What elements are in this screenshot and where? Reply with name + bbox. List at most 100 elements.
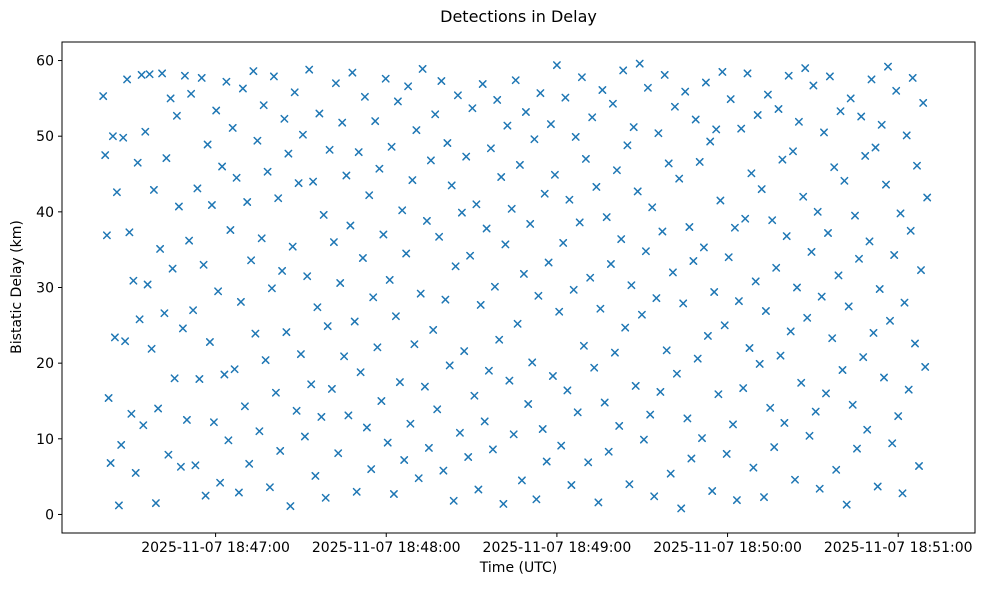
scatter-marker: [596, 304, 605, 313]
scatter-marker: [853, 444, 861, 453]
scatter-marker: [414, 474, 423, 483]
scatter-marker: [119, 133, 128, 142]
scatter-marker: [606, 260, 615, 268]
scatter-marker: [201, 491, 210, 500]
scatter-marker: [815, 484, 824, 493]
scatter-marker: [714, 390, 723, 399]
scatter-marker: [472, 200, 481, 209]
scatter-marker: [559, 238, 568, 247]
scatter-marker: [199, 260, 208, 269]
scatter-marker: [292, 406, 301, 415]
scatter-marker: [255, 427, 264, 436]
scatter-marker: [300, 432, 309, 441]
scatter-marker: [400, 456, 409, 464]
scatter-marker: [633, 187, 642, 196]
scatter-marker: [455, 428, 464, 437]
scatter-marker: [900, 298, 909, 307]
scatter-marker: [474, 485, 483, 494]
scatter-marker: [546, 120, 555, 129]
scatter-marker: [805, 431, 814, 440]
scatter-marker: [482, 224, 491, 233]
scatter-marker: [538, 425, 547, 433]
scatter-marker: [321, 493, 330, 502]
scatter-marker: [420, 382, 429, 391]
scatter-marker: [693, 354, 702, 363]
scatter-marker: [894, 412, 903, 421]
scatter-marker: [313, 303, 322, 312]
scatter-marker: [875, 285, 884, 293]
scatter-marker: [358, 254, 367, 262]
scatter-marker: [865, 237, 874, 246]
scatter-marker: [817, 292, 826, 301]
scatter-marker: [274, 194, 283, 203]
scatter-marker: [532, 495, 541, 504]
scatter-marker: [794, 117, 803, 126]
scatter-marker: [393, 97, 402, 106]
scatter-marker: [253, 136, 262, 145]
scatter-marker: [490, 282, 499, 291]
scatter-marker: [154, 404, 163, 413]
scatter-marker: [296, 350, 305, 359]
scatter-marker: [604, 447, 613, 456]
scatter-marker: [166, 94, 175, 103]
scatter-marker: [834, 271, 843, 280]
scatter-marker: [185, 236, 194, 245]
scatter-marker: [739, 384, 748, 393]
scatter-marker: [170, 374, 179, 383]
scatter-marker: [441, 295, 450, 304]
scatter-marker: [457, 208, 466, 217]
scatter-marker: [761, 307, 770, 315]
scatter-marker: [267, 284, 276, 293]
scatter-marker: [734, 297, 743, 306]
scatter-marker: [666, 469, 675, 478]
scatter-marker: [371, 117, 380, 126]
scatter-marker: [249, 67, 258, 76]
scatter-marker: [592, 182, 601, 191]
scatter-marker: [615, 421, 624, 430]
scatter-marker: [526, 219, 535, 228]
scatter-marker: [563, 386, 572, 395]
scatter-marker: [791, 475, 799, 484]
scatter-marker: [439, 466, 448, 475]
scatter-marker: [701, 78, 710, 87]
scatter-marker: [880, 373, 888, 382]
scatter-marker: [575, 218, 584, 227]
scatter-marker: [656, 387, 665, 396]
scatter-marker: [203, 140, 212, 149]
scatter-marker: [774, 105, 783, 113]
y-tick-label: 0: [45, 507, 54, 523]
scatter-marker: [226, 226, 235, 234]
scatter-marker: [435, 232, 444, 241]
scatter-marker: [917, 266, 925, 275]
scatter-marker: [263, 167, 272, 176]
scatter-marker: [284, 149, 293, 158]
scatter-marker: [497, 173, 506, 181]
scatter-marker: [745, 344, 754, 352]
scatter-marker: [478, 80, 487, 88]
scatter-marker: [257, 234, 266, 243]
scatter-marker: [617, 235, 626, 244]
scatter-marker: [689, 257, 698, 265]
scatter-marker: [503, 121, 512, 130]
scatter-marker: [625, 480, 634, 489]
scatter-marker: [294, 179, 303, 188]
scatter-marker: [859, 353, 868, 362]
scatter-marker: [443, 139, 452, 147]
scatter-marker: [555, 307, 564, 316]
scatter-marker: [648, 203, 657, 212]
scatter-marker: [747, 169, 756, 178]
x-tick-label: 2025-11-07 18:47:00: [141, 540, 290, 556]
scatter-marker: [517, 476, 526, 485]
scatter-marker: [820, 128, 828, 137]
scatter-marker: [793, 283, 801, 292]
scatter-marker: [429, 325, 438, 334]
scatter-marker: [331, 79, 340, 88]
scatter-marker: [145, 70, 154, 79]
scatter-marker: [710, 288, 719, 296]
scatter-marker: [668, 268, 677, 277]
scatter-marker: [882, 180, 890, 189]
chart-title: Detections in Delay: [440, 7, 597, 26]
scatter-marker: [755, 359, 764, 368]
scatter-marker: [838, 366, 847, 374]
scatter-marker: [288, 242, 297, 251]
